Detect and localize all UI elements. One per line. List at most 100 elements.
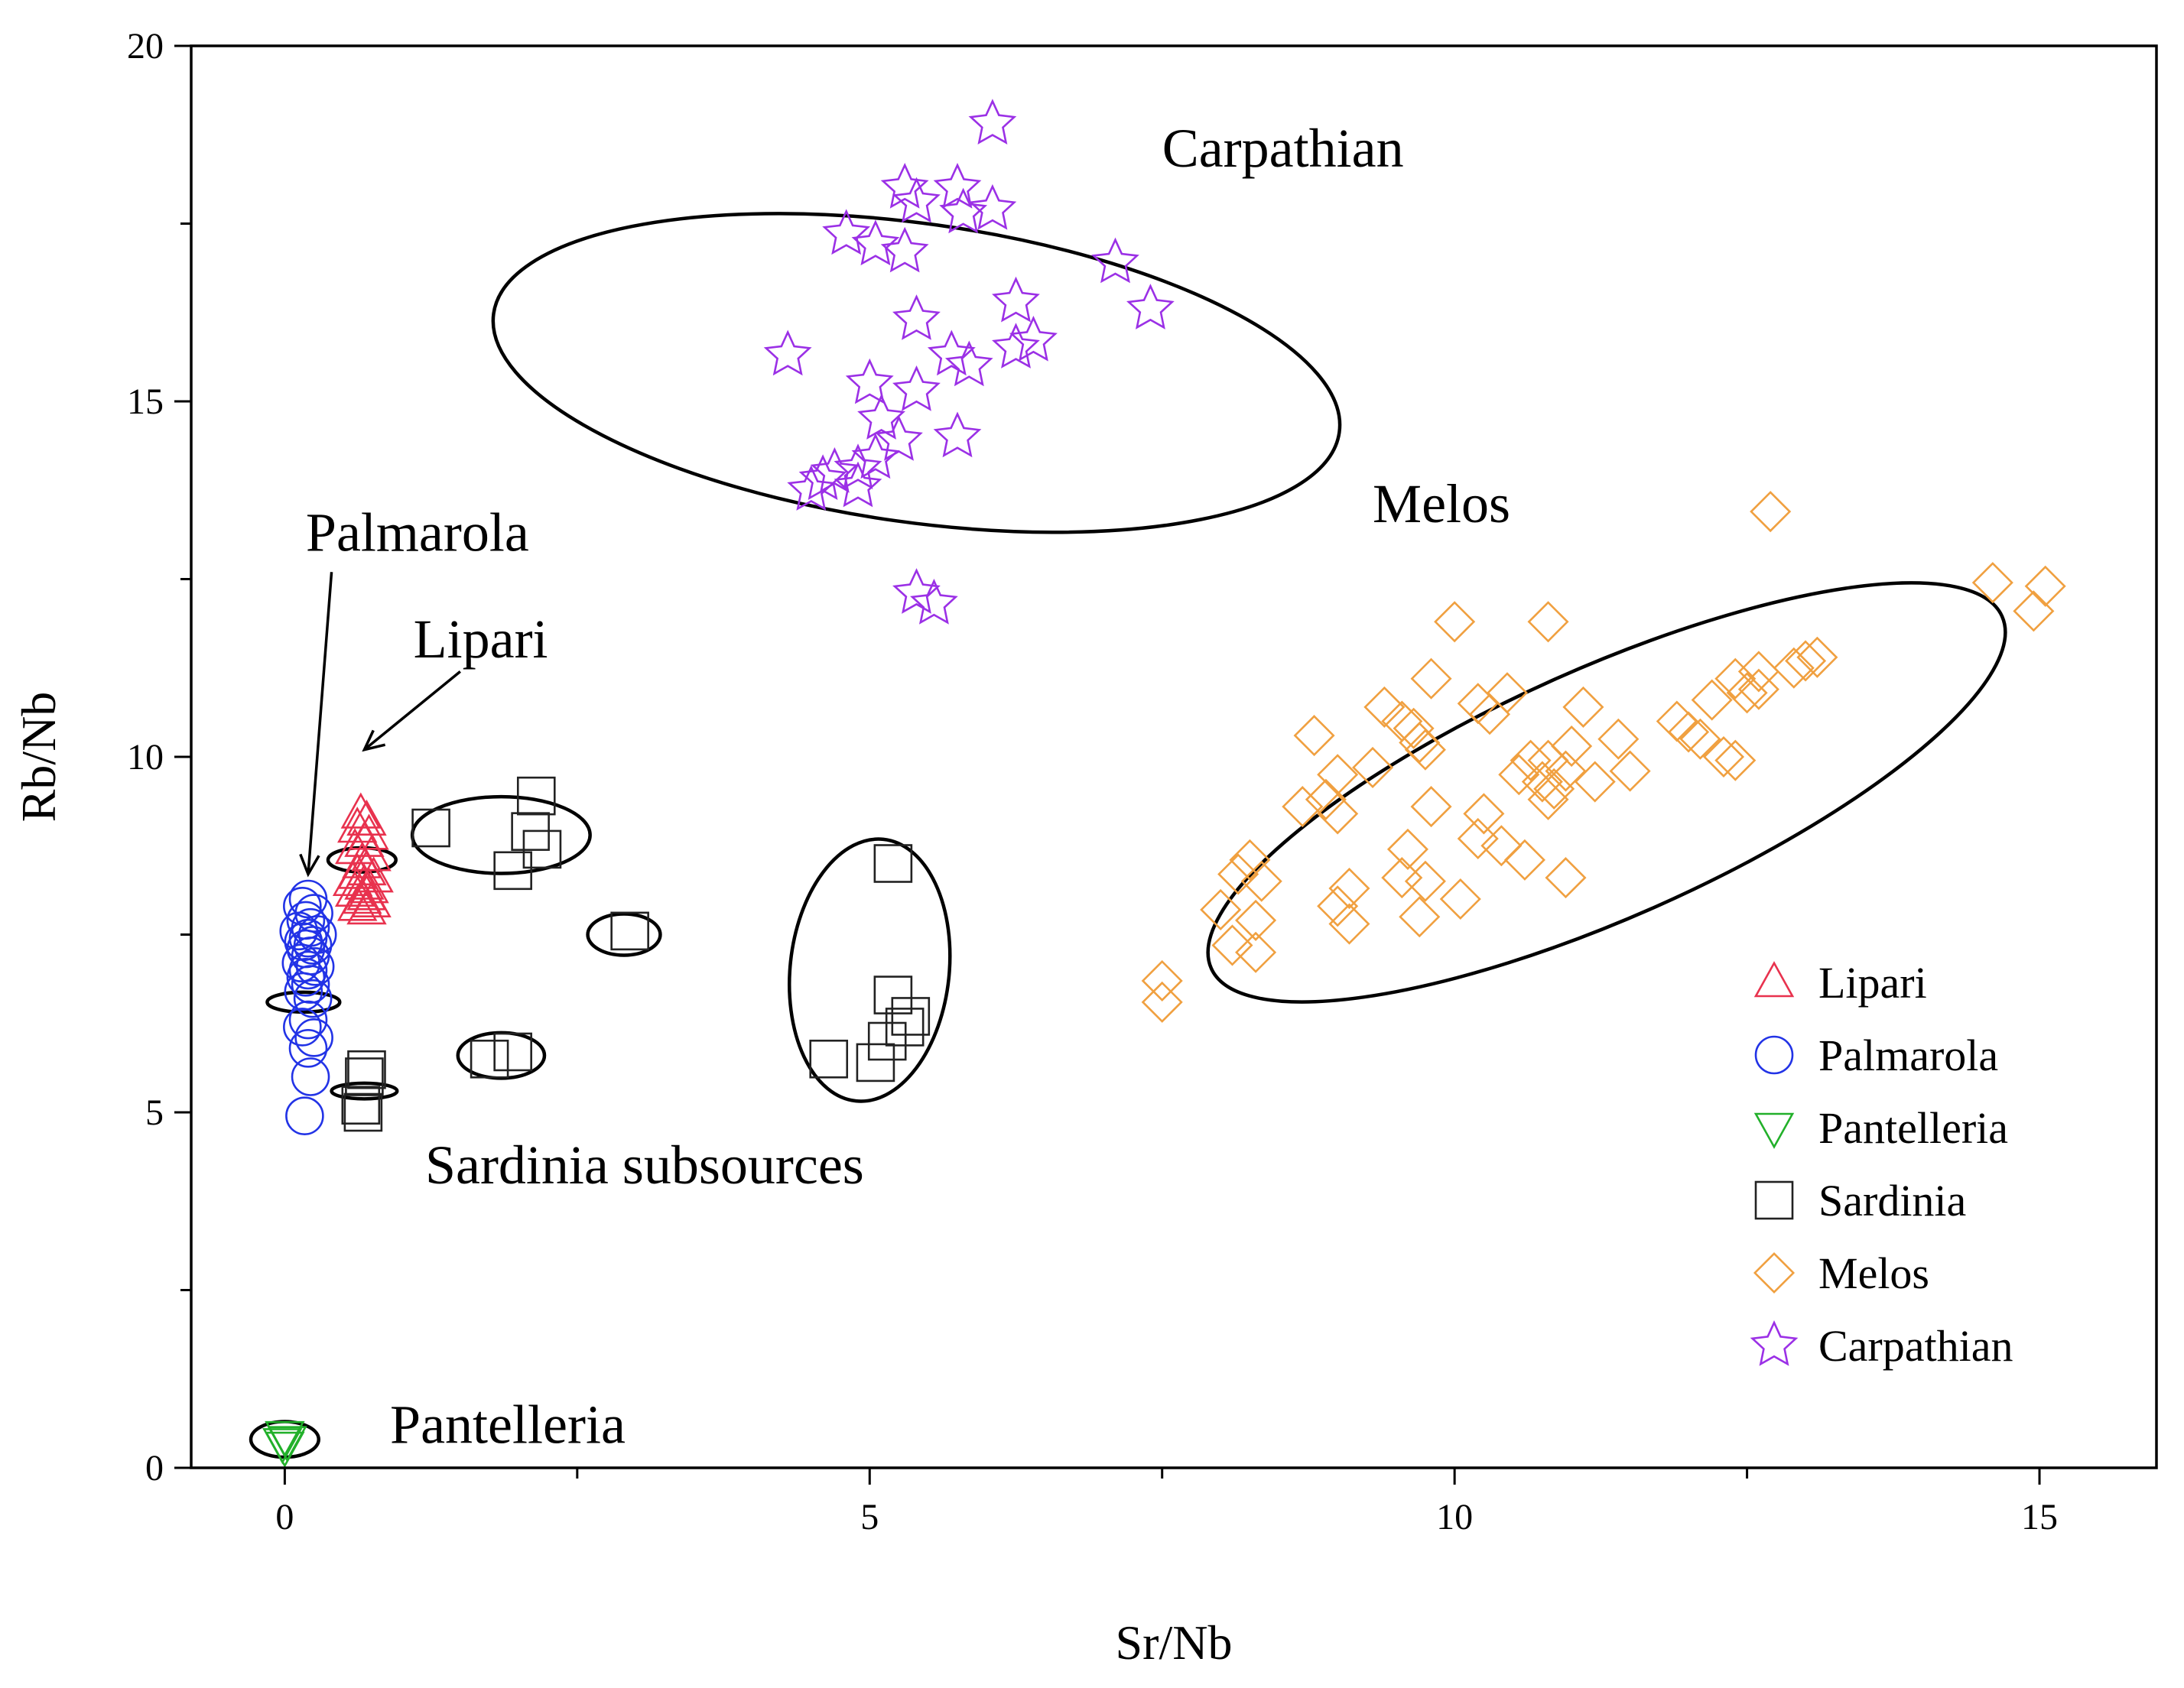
y-tick-label: 5	[145, 1092, 164, 1133]
lipari-point	[346, 888, 387, 925]
melos-point	[1404, 860, 1446, 902]
legend: Lipari Palmarola Pantelleria Sardinia Melos C…	[1750, 958, 2013, 1371]
carpathian-point	[992, 276, 1040, 323]
melos-point	[1737, 651, 1779, 693]
carpathian-point	[857, 394, 905, 440]
annotation-label: Lipari	[414, 609, 548, 670]
melos-point	[1785, 640, 1827, 682]
melos-point	[1141, 959, 1183, 1001]
legend-label-lipari: Lipari	[1818, 958, 1927, 1008]
melos-point	[1750, 491, 1792, 533]
carpathian-point	[875, 415, 923, 461]
carpathian-point	[992, 323, 1040, 368]
melos-point	[1410, 786, 1452, 828]
x-tick-label: 10	[1436, 1497, 1473, 1537]
melos-point	[1217, 853, 1259, 895]
legend-marker-lipari	[1753, 961, 1795, 998]
carpathian-point	[1126, 284, 1175, 329]
melos-point	[1503, 839, 1545, 881]
melos-point	[1510, 739, 1552, 781]
melos-point	[1714, 657, 1757, 700]
melos-point	[2013, 590, 2055, 632]
palmarola-point	[283, 887, 322, 926]
melos-point	[1562, 686, 1604, 728]
sardinia-point	[873, 844, 913, 883]
melos-point	[1527, 601, 1569, 643]
carpathian-point	[810, 446, 859, 493]
palmarola-point	[288, 1029, 328, 1068]
melos-point	[1656, 700, 1698, 742]
melos-point	[1545, 857, 1587, 899]
palmarola-point	[293, 979, 333, 1018]
melos-point	[1393, 707, 1435, 749]
series-palmarola	[279, 879, 337, 1135]
melos-point	[1317, 793, 1359, 835]
melos-point	[1726, 672, 1768, 714]
carpathian-point	[933, 162, 982, 209]
group-ellipse	[265, 990, 342, 1014]
y-axis-label: Rb/Nb	[11, 692, 66, 823]
lipari-point	[351, 835, 392, 872]
palmarola-point	[286, 958, 326, 997]
palmarola-point	[281, 943, 321, 982]
melos-point	[1434, 601, 1476, 643]
melos-point	[1691, 679, 1733, 721]
carpathian-point	[968, 183, 1017, 230]
y-tick-label: 20	[127, 26, 164, 67]
sardinia-point	[411, 808, 450, 848]
annotation-label: Palmarola	[306, 502, 529, 563]
series-melos	[1141, 491, 2066, 1023]
palmarola-point	[284, 972, 323, 1011]
group-ellipse	[410, 794, 592, 875]
carpathian-point	[927, 329, 976, 376]
melos-point	[1235, 931, 1277, 973]
melos-point	[1796, 636, 1838, 678]
melos-point	[1352, 746, 1394, 788]
sardinia-point	[856, 1043, 895, 1083]
legend-marker-palmarola	[1754, 1035, 1794, 1075]
legend-label-melos: Melos	[1818, 1248, 1929, 1298]
annotation-label: Melos	[1373, 473, 1510, 534]
carpathian-point	[851, 433, 900, 479]
carpathian-point	[822, 209, 871, 255]
carpathian-point	[892, 365, 941, 411]
sardinia-point	[347, 1050, 386, 1089]
lipari-point	[353, 856, 394, 893]
melos-point	[1328, 868, 1370, 910]
carpathian-point	[834, 443, 882, 490]
annotation-label: Pantelleria	[390, 1394, 626, 1455]
melos-point	[1317, 754, 1359, 796]
melos-point	[1545, 750, 1587, 792]
lipari-point	[346, 849, 387, 886]
carpathian-point	[892, 177, 941, 223]
palmarola-point	[288, 1000, 328, 1040]
sardinia-point	[891, 997, 931, 1036]
melos-point	[1486, 672, 1529, 714]
pantelleria-point	[265, 1431, 305, 1468]
palmarola-point	[295, 947, 335, 986]
sardinia-point	[610, 911, 649, 951]
group-ellipse	[330, 1081, 399, 1101]
annotation-arrow	[307, 572, 333, 875]
melos-point	[1714, 739, 1757, 781]
melos-point	[1200, 888, 1242, 930]
melos-point	[1328, 903, 1370, 945]
y-tick-label: 0	[145, 1448, 164, 1488]
annotation-arrow	[363, 670, 461, 751]
annotations: Carpathian Melos Palmarola Lipari Sardinia s…	[299, 118, 1510, 1455]
legend-label-carpathian: Carpathian	[1818, 1321, 2013, 1371]
arrow-head	[299, 853, 320, 878]
annotation-label: Carpathian	[1162, 118, 1404, 179]
melos-point	[1597, 718, 1640, 760]
group-ellipse	[1206, 581, 2007, 1004]
x-tick-label: 15	[2021, 1497, 2058, 1537]
melos-point	[1463, 793, 1505, 835]
legend-marker-melos	[1753, 1251, 1796, 1294]
sardinia-point	[493, 851, 532, 891]
sardinia-point	[470, 1039, 509, 1079]
melos-point	[1533, 768, 1575, 810]
melos-point	[1282, 786, 1324, 828]
sardinia-point	[867, 1021, 907, 1061]
palmarola-point	[291, 965, 330, 1004]
melos-point	[1668, 711, 1710, 753]
